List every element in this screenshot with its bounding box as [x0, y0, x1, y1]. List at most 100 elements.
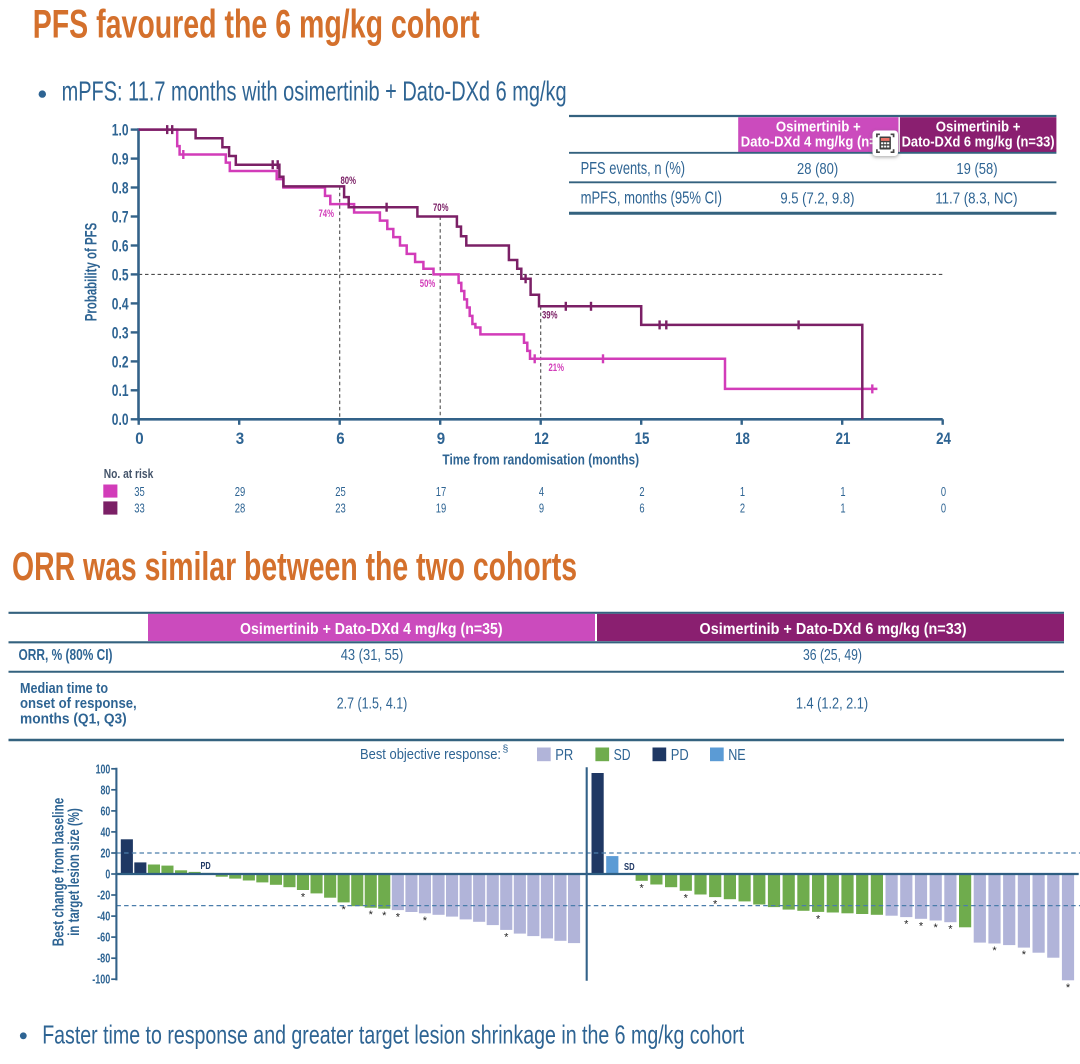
svg-text:19 (58): 19 (58): [956, 161, 997, 178]
svg-text:0.7: 0.7: [112, 207, 129, 226]
svg-text:PD: PD: [671, 747, 689, 764]
svg-text:74%: 74%: [319, 208, 335, 220]
svg-text:0: 0: [105, 867, 110, 882]
svg-text:Best objective response:: Best objective response:: [360, 747, 501, 763]
svg-text:25: 25: [335, 484, 346, 499]
svg-text:1: 1: [740, 484, 745, 499]
svg-text:50%: 50%: [420, 278, 436, 290]
svg-text:mPFS: 11.7 months with osimert: mPFS: 11.7 months with osimertinib + Dat…: [62, 75, 567, 106]
svg-text:0.2: 0.2: [112, 352, 129, 371]
svg-text:21: 21: [836, 429, 851, 448]
svg-text:Osimertinib + Dato-DXd 4 mg/kg: Osimertinib + Dato-DXd 4 mg/kg (n=35): [240, 621, 503, 638]
svg-text:*: *: [919, 920, 924, 932]
svg-text:28 (80): 28 (80): [797, 161, 838, 178]
svg-text:in target lesion size (%): in target lesion size (%): [66, 808, 83, 936]
svg-text:0.5: 0.5: [112, 265, 129, 284]
svg-text:1: 1: [840, 501, 845, 516]
svg-text:NE: NE: [728, 747, 746, 764]
svg-text:29: 29: [235, 484, 246, 499]
svg-text:Probability of PFS: Probability of PFS: [81, 223, 100, 321]
svg-text:0.0: 0.0: [112, 410, 129, 429]
svg-text:PFS favoured the 6 mg/kg cohor: PFS favoured the 6 mg/kg cohort: [33, 3, 480, 47]
svg-text:21%: 21%: [549, 362, 565, 374]
svg-text:*: *: [934, 922, 939, 934]
svg-text:17: 17: [436, 484, 447, 499]
svg-text:60: 60: [101, 803, 111, 818]
svg-text:-60: -60: [97, 930, 110, 945]
svg-text:Osimertinib + Dato-DXd 6 mg/kg: Osimertinib + Dato-DXd 6 mg/kg (n=33): [700, 621, 967, 638]
svg-text:*: *: [382, 910, 387, 922]
svg-text:28: 28: [235, 501, 246, 516]
svg-text:0.4: 0.4: [112, 294, 129, 313]
svg-text:2.7 (1.5, 4.1): 2.7 (1.5, 4.1): [337, 696, 408, 713]
svg-text:39%: 39%: [542, 310, 558, 322]
svg-text:*: *: [504, 931, 509, 943]
svg-text:-20: -20: [97, 888, 110, 903]
svg-text:12: 12: [534, 429, 549, 448]
svg-text:*: *: [342, 904, 347, 916]
svg-text:0.6: 0.6: [112, 236, 129, 255]
svg-text:mPFS, months (95% CI): mPFS, months (95% CI): [581, 187, 722, 207]
svg-text:*: *: [1022, 949, 1027, 961]
svg-text:-100: -100: [92, 972, 110, 987]
svg-text:No. at risk: No. at risk: [104, 466, 154, 481]
svg-text:35: 35: [134, 484, 145, 499]
svg-text:Time from randomisation (month: Time from randomisation (months): [442, 452, 639, 468]
svg-text:70%: 70%: [433, 202, 449, 214]
svg-text:24: 24: [936, 429, 951, 448]
svg-text:43 (31, 55): 43 (31, 55): [341, 647, 404, 664]
svg-text:0.9: 0.9: [112, 149, 129, 168]
svg-text:*: *: [1066, 982, 1071, 994]
svg-text:2: 2: [639, 484, 644, 499]
svg-text:*: *: [992, 945, 997, 957]
svg-text:0: 0: [941, 484, 946, 499]
svg-text:onset of response,: onset of response,: [20, 696, 137, 712]
svg-text:SD: SD: [614, 747, 631, 764]
svg-text:80%: 80%: [341, 175, 357, 187]
svg-text:1: 1: [840, 484, 845, 499]
svg-text:11.7 (8.3, NC): 11.7 (8.3, NC): [935, 190, 1017, 207]
svg-text:9: 9: [437, 429, 445, 448]
svg-text:23: 23: [335, 501, 346, 516]
svg-text:*: *: [369, 909, 374, 921]
svg-text:SD: SD: [624, 862, 635, 873]
svg-text:§: §: [503, 743, 509, 755]
svg-text:9: 9: [539, 501, 544, 516]
svg-text:1.4 (1.2, 2.1): 1.4 (1.2, 2.1): [796, 696, 868, 713]
svg-text:100: 100: [96, 761, 111, 776]
svg-text:80: 80: [101, 782, 111, 797]
svg-text:0: 0: [135, 429, 143, 448]
svg-text:6: 6: [639, 501, 644, 516]
svg-text:ORR was similar between the tw: ORR was similar between the two cohorts: [12, 545, 577, 589]
svg-text:3: 3: [236, 429, 244, 448]
svg-text:15: 15: [635, 429, 650, 448]
svg-text:*: *: [948, 924, 953, 936]
svg-text:Osimertinib +: Osimertinib +: [936, 119, 1021, 136]
svg-text:Median time to: Median time to: [20, 681, 108, 697]
svg-text:PR: PR: [555, 747, 573, 764]
svg-text:Faster time to response and gr: Faster time to response and greater targ…: [42, 1020, 745, 1050]
svg-text:6: 6: [336, 429, 344, 448]
svg-text:4: 4: [539, 484, 544, 499]
svg-text:1.0: 1.0: [112, 121, 129, 140]
svg-text:40: 40: [101, 824, 111, 839]
svg-text:0.8: 0.8: [112, 178, 129, 197]
svg-text:-40: -40: [97, 909, 110, 924]
svg-text:PFS events, n (%): PFS events, n (%): [581, 158, 686, 178]
svg-text:*: *: [816, 913, 821, 925]
svg-text:PD: PD: [201, 861, 211, 872]
svg-text:*: *: [396, 912, 401, 924]
svg-text:*: *: [640, 882, 645, 894]
svg-text:33: 33: [134, 501, 145, 516]
svg-text:*: *: [904, 919, 909, 931]
svg-text:Osimertinib +: Osimertinib +: [776, 119, 861, 136]
svg-text:*: *: [713, 899, 718, 911]
svg-text:Dato-DXd 4 mg/kg (n=35): Dato-DXd 4 mg/kg (n=35): [741, 133, 896, 150]
svg-text:18: 18: [735, 429, 750, 448]
svg-text:0: 0: [941, 501, 946, 516]
svg-text:Best change from baseline: Best change from baseline: [51, 798, 68, 947]
svg-text:2: 2: [740, 501, 745, 516]
svg-text:months (Q1, Q3): months (Q1, Q3): [20, 712, 127, 728]
svg-text:20: 20: [101, 845, 111, 860]
svg-text:36 (25, 49): 36 (25, 49): [803, 647, 862, 664]
